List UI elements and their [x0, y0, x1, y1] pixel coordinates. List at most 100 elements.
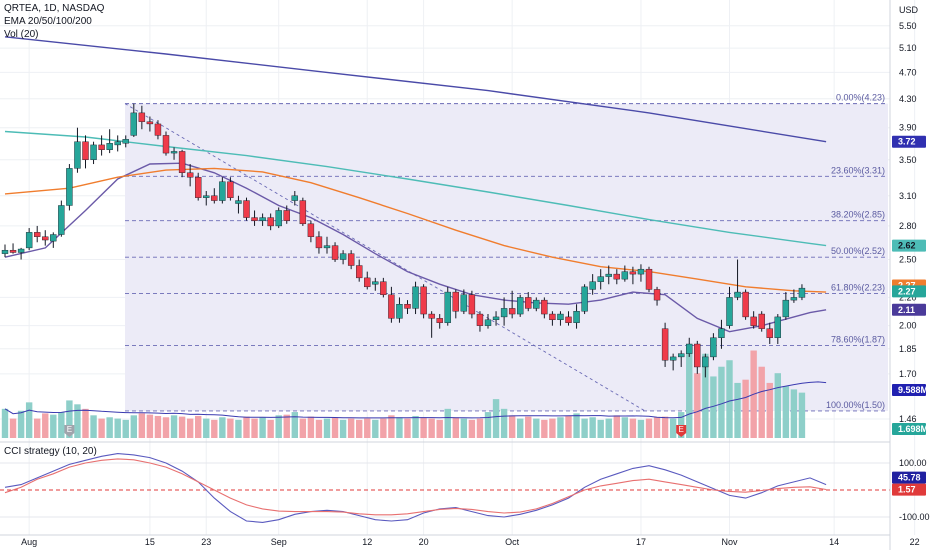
cci-panel [0, 453, 890, 523]
time-axis[interactable]: Aug1523Sep1220Oct17Nov1422Dec [21, 537, 932, 547]
volume-bar [613, 415, 620, 438]
candle-body [58, 205, 65, 235]
candle-body [420, 286, 427, 315]
earnings-marker [676, 425, 687, 437]
price-tick: 3.10 [899, 191, 917, 201]
axis-badge [892, 384, 926, 396]
volume-bar [476, 418, 484, 438]
price-tick: 4.70 [899, 67, 917, 77]
time-tick: 14 [829, 537, 839, 547]
volume-bar [790, 389, 798, 438]
volume-bar [42, 413, 49, 438]
candle-body [154, 123, 162, 136]
candle-body [267, 217, 274, 227]
volume-bar [702, 353, 709, 438]
candle-body [613, 273, 620, 280]
volume-bar [82, 408, 89, 438]
candle-body [106, 143, 113, 150]
volume-bar [347, 418, 355, 438]
fib-label: 23.60%(3.31) [831, 165, 885, 175]
candle-body [573, 311, 580, 323]
candle-body [678, 353, 685, 358]
cci-tick: -100.00 [899, 512, 930, 522]
volume-bar [774, 373, 781, 438]
candle-body [186, 172, 194, 178]
volume-bar [372, 419, 379, 438]
candle-body [557, 313, 564, 321]
volume-bar [17, 410, 25, 438]
candle-body [323, 245, 331, 249]
volume-bar [178, 416, 186, 438]
volume-bar [444, 408, 451, 438]
candle-body [178, 151, 186, 173]
price-tick: 5.50 [899, 21, 917, 31]
candle-body [146, 121, 154, 125]
volume-bar [452, 417, 459, 438]
volume-bar [404, 418, 411, 438]
candle-body [508, 308, 516, 315]
volume-bar [1, 408, 9, 438]
candle-body [710, 337, 717, 358]
candle-body [428, 313, 435, 319]
volume-bar [742, 379, 749, 438]
volume-bar [66, 400, 73, 438]
fib-label: 100.00%(1.50) [826, 400, 885, 410]
candle-body [589, 281, 596, 290]
candle-body [299, 200, 307, 225]
candle-body [404, 304, 411, 309]
volume-bar [484, 412, 492, 438]
candle-body [130, 112, 138, 136]
candle-body [347, 253, 355, 266]
candle-body [541, 299, 548, 315]
volume-legend[interactable]: Vol (20) [4, 29, 39, 40]
volume-bar [653, 417, 661, 438]
volume-bar [138, 413, 146, 438]
volume-bar [275, 415, 282, 438]
candle-body [476, 313, 484, 326]
volume-bar [170, 415, 178, 438]
candle-body [702, 356, 709, 368]
candle-body [468, 294, 476, 315]
fib-label: 61.80%(2.23) [831, 282, 885, 292]
candle-body [82, 141, 89, 160]
ema-legend[interactable]: EMA 20/50/100/200 [4, 16, 92, 27]
volume-bar [227, 418, 234, 438]
earnings-marker-letter: E [67, 425, 72, 434]
volume-bar [122, 419, 129, 438]
volume-bar [90, 415, 97, 438]
axis-badge-label: 45.78 [898, 473, 921, 483]
candle-body [565, 316, 572, 323]
axis-badge [892, 423, 926, 435]
axis-badge [892, 239, 926, 252]
ema-line [4, 36, 827, 143]
candle-body [380, 281, 387, 295]
candle-body [774, 316, 781, 338]
fib-label: 38.20%(2.85) [831, 210, 885, 220]
volume-bar [525, 416, 532, 438]
volume-bar [645, 418, 653, 438]
axis-badge [892, 285, 926, 298]
candle-body [686, 343, 693, 354]
volume-bar [549, 418, 556, 438]
candle-body [194, 177, 202, 198]
candle-body [283, 210, 290, 221]
time-tick: Oct [505, 537, 520, 547]
axis-badge-label: 2.11 [898, 305, 915, 315]
volume-ma-line [4, 381, 827, 419]
candle-body [114, 141, 121, 146]
fib-retracement[interactable]: 0.00%(4.23) 23.60%(3.31) 38.20%(2.85) 50.00… [124, 93, 888, 412]
cci-legend[interactable]: CCI strategy (10, 20) [4, 446, 97, 457]
price-axis[interactable]: 5.50 5.10 4.70 4.30 3.90 3.50 3.10 2.80 2.50 2.20… [899, 21, 930, 522]
candle-body [661, 328, 669, 361]
volume-bar [130, 415, 137, 438]
volume-bar [114, 418, 121, 438]
price-tick: 3.90 [899, 123, 917, 133]
candle-body [74, 141, 81, 169]
volume-bar [25, 402, 33, 438]
time-tick: Nov [721, 537, 738, 547]
candle-body [388, 294, 395, 319]
candle-body [694, 343, 701, 368]
volume-bar [339, 419, 347, 438]
